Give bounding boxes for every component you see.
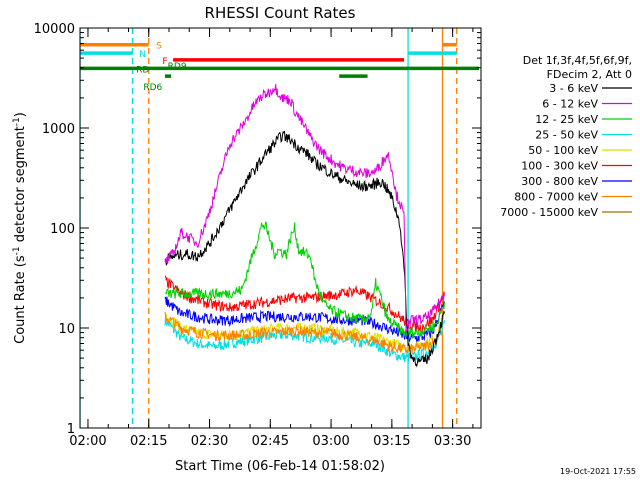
legend-entry-label: 25 - 50 keV xyxy=(535,129,598,142)
y-tick-label: 10 xyxy=(58,322,75,337)
legend-entry-label: 12 - 25 keV xyxy=(535,113,598,126)
y-tick-label: 100 xyxy=(50,222,75,237)
legend: Det 1f,3f,4f,5f,6f,9f, FDecim 2, Att 0 3… xyxy=(500,54,632,219)
legend-entry-label: 300 - 800 keV xyxy=(521,175,598,188)
state-label-rd: RD xyxy=(136,65,149,75)
series-line-12-25kev xyxy=(164,221,445,339)
y-axis-label: Count Rate (s-1 detector segment-1) xyxy=(12,112,28,344)
legend-entry-label: 6 - 12 keV xyxy=(542,98,598,111)
series-line-100-300kev xyxy=(165,275,445,333)
series-line-3-6kev xyxy=(164,130,445,368)
x-tick-label: 02:45 xyxy=(252,434,289,449)
x-tick-label: 03:15 xyxy=(373,434,410,449)
legend-header-line1: Det 1f,3f,4f,5f,6f,9f, xyxy=(523,54,632,67)
legend-header-line2: FDecim 2, Att 0 xyxy=(547,68,632,81)
x-tick-label: 02:30 xyxy=(191,434,228,449)
state-label-rd9: RD9 xyxy=(168,62,187,72)
y-tick-label: 1 xyxy=(67,422,75,437)
series-line-25-50kev xyxy=(164,316,445,363)
state-label-n: N xyxy=(139,50,146,60)
series-line-300-800kev xyxy=(164,296,445,344)
y-tick-label: 10000 xyxy=(34,22,75,37)
series-line-6-12kev xyxy=(164,84,445,334)
x-tick-label: 02:00 xyxy=(69,434,106,449)
state-label-rd6: RD6 xyxy=(143,83,162,93)
legend-entry-label: 800 - 7000 keV xyxy=(514,191,598,204)
state-label-s: S xyxy=(156,42,162,52)
legend-entry-label: 7000 - 15000 keV xyxy=(500,206,598,219)
chart-title: RHESSI Count Rates xyxy=(205,4,356,22)
x-tick-label: 03:30 xyxy=(434,434,471,449)
y-tick-label: 1000 xyxy=(42,122,75,137)
legend-entry-label: 50 - 100 keV xyxy=(528,144,598,157)
legend-entry-label: 100 - 300 keV xyxy=(521,160,598,173)
legend-entry-label: 3 - 6 keV xyxy=(549,82,598,95)
state-label-f: F xyxy=(162,57,167,67)
series-line-800-7000kev xyxy=(164,310,445,355)
x-tick-label: 02:15 xyxy=(130,434,167,449)
footer-date: 19-Oct-2021 17:55 xyxy=(560,467,636,476)
x-tick-label: 03:00 xyxy=(312,434,349,449)
plot-frame xyxy=(79,27,482,429)
x-axis-label: Start Time (06-Feb-14 01:58:02) xyxy=(175,459,385,474)
